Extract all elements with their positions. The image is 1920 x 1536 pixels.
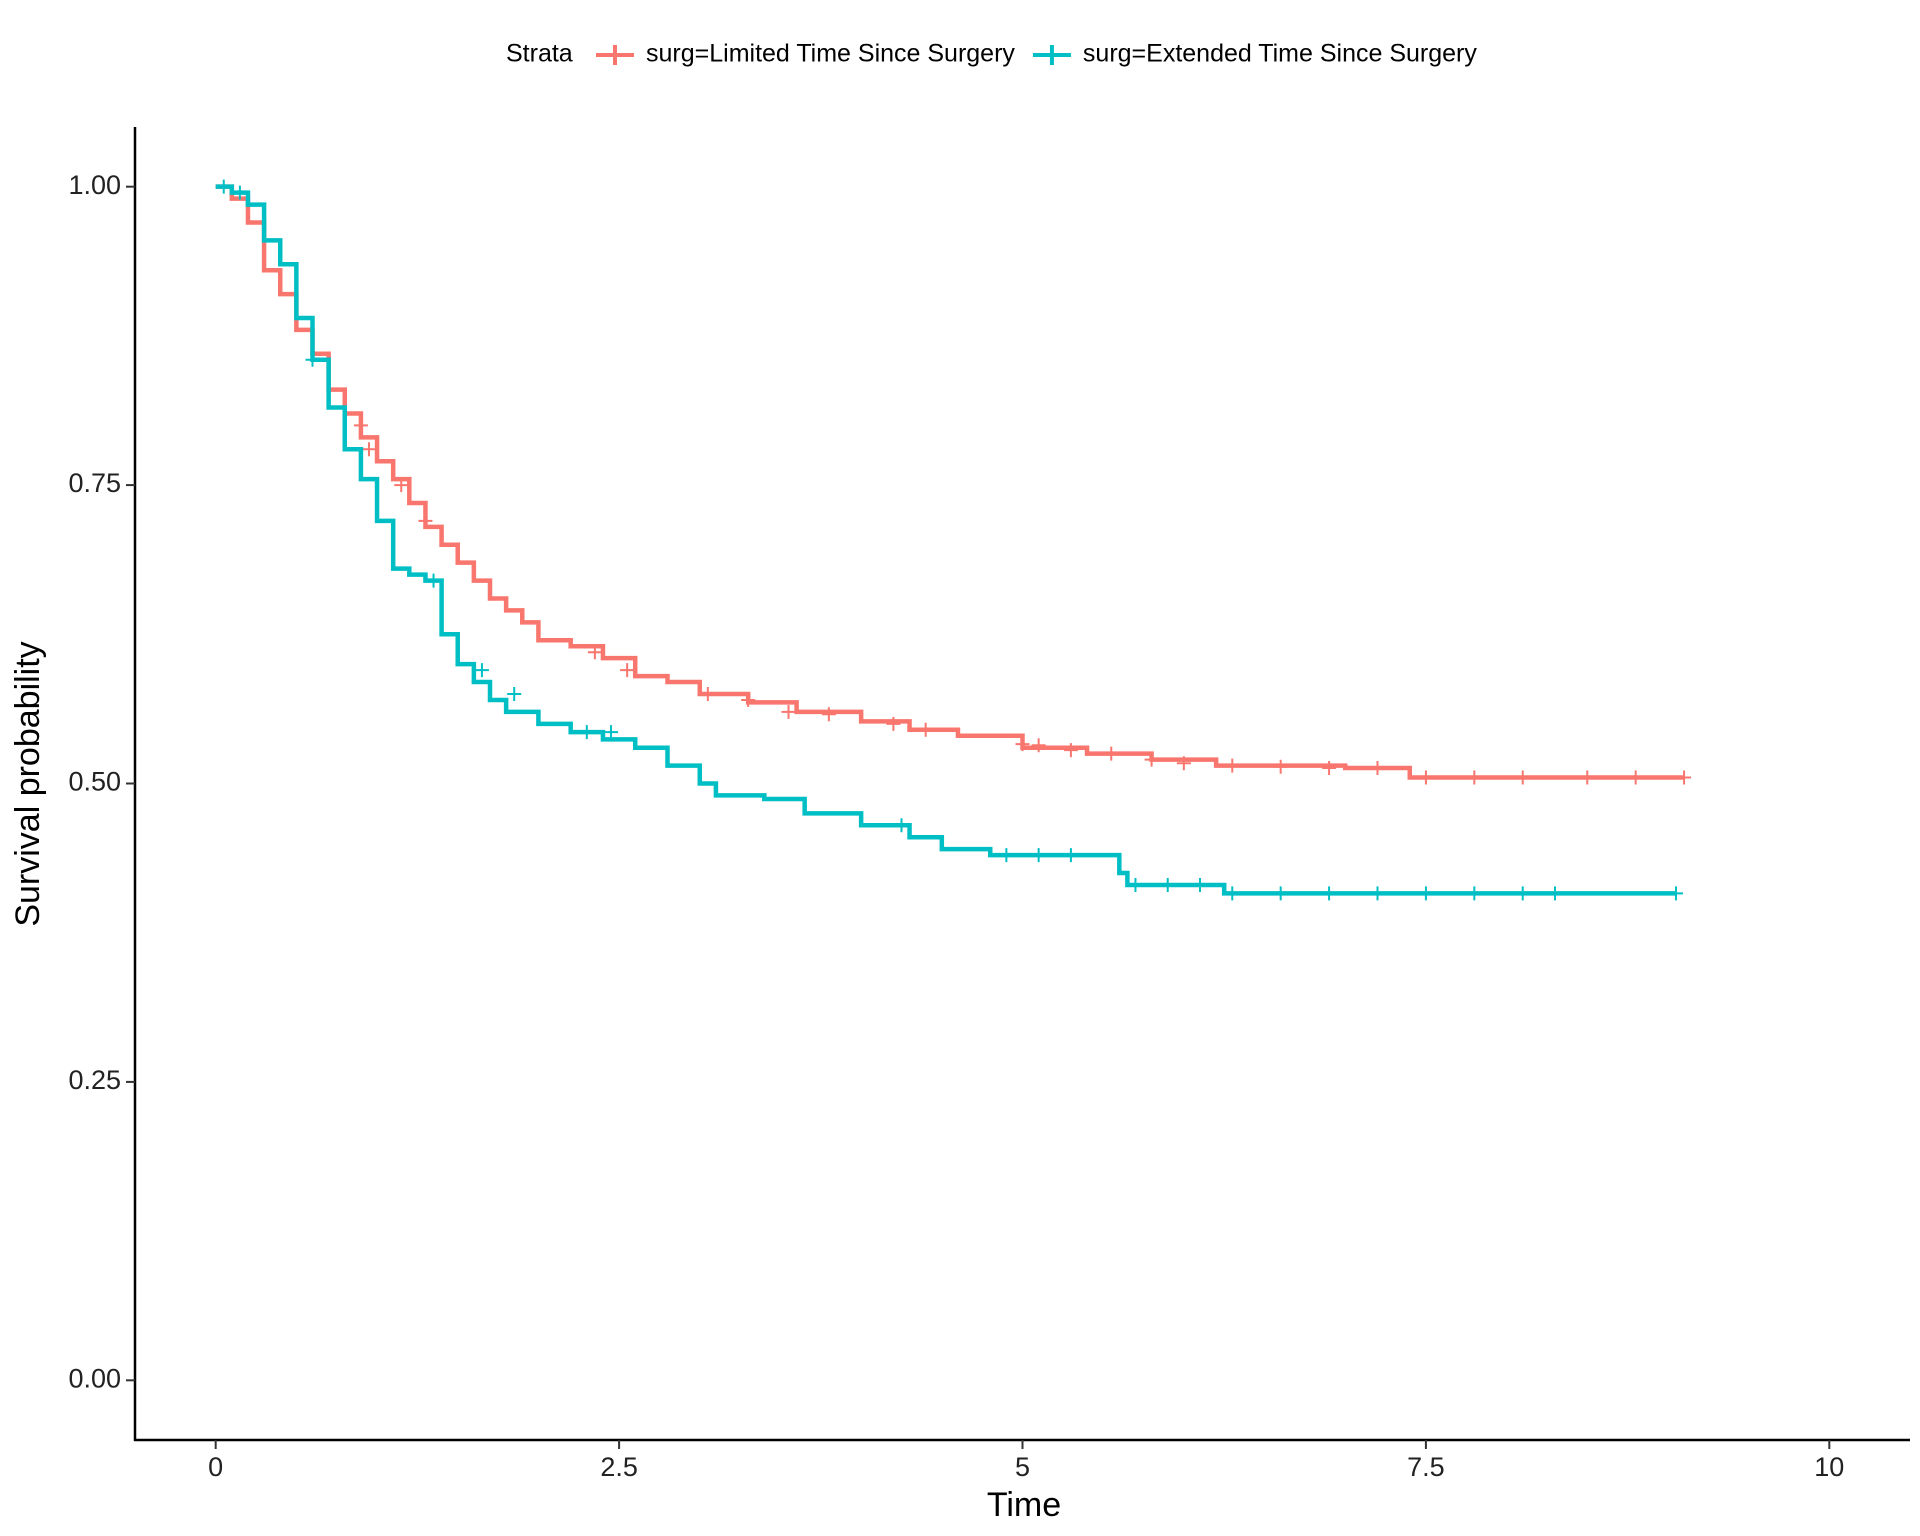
censor-mark bbox=[1144, 752, 1159, 767]
censor-mark bbox=[1548, 886, 1562, 901]
censor-mark bbox=[700, 686, 715, 701]
censor-mark bbox=[1515, 770, 1530, 785]
legend-title: Strata bbox=[506, 40, 573, 68]
censor-mark bbox=[1160, 877, 1175, 892]
x-tick-label: 0 bbox=[208, 1452, 223, 1482]
legend-label: surg=Limited Time Since Surgery bbox=[646, 40, 1015, 68]
censor-mark bbox=[1063, 743, 1078, 758]
censor-mark bbox=[1193, 877, 1207, 892]
censor-mark bbox=[587, 645, 602, 660]
censor-mark bbox=[1063, 848, 1078, 863]
censor-mark bbox=[1669, 886, 1684, 901]
censor-mark bbox=[361, 442, 376, 457]
censor-mark bbox=[1322, 760, 1337, 775]
censor-mark bbox=[1418, 886, 1433, 901]
censor-mark bbox=[1031, 738, 1046, 753]
censor-mark bbox=[999, 848, 1014, 863]
censor-mark bbox=[1370, 886, 1385, 901]
censor-mark bbox=[216, 179, 231, 194]
censor-mark bbox=[394, 478, 409, 493]
y-tick-label: 0.00 bbox=[68, 1363, 121, 1393]
censor-mark bbox=[1031, 848, 1046, 863]
y-tick-label: 0.50 bbox=[68, 767, 121, 797]
censor-mark bbox=[1677, 770, 1692, 785]
censor-mark bbox=[918, 722, 933, 737]
censor-mark bbox=[1176, 756, 1191, 771]
censor-mark bbox=[1322, 886, 1337, 901]
censor-mark bbox=[579, 725, 594, 740]
censor-mark bbox=[886, 716, 901, 731]
censor-mark bbox=[305, 352, 320, 367]
censor-mark bbox=[821, 707, 836, 722]
x-tick-label: 5 bbox=[1015, 1452, 1030, 1482]
censor-mark bbox=[426, 573, 441, 588]
x-tick-label: 7.5 bbox=[1407, 1452, 1445, 1482]
censor-mark bbox=[1128, 877, 1143, 892]
censor-mark bbox=[1015, 737, 1030, 752]
censor-mark bbox=[1104, 746, 1119, 761]
censor-mark bbox=[1273, 759, 1288, 774]
legend-key bbox=[596, 45, 634, 65]
censor-mark bbox=[1628, 770, 1643, 785]
censor-mark bbox=[1370, 760, 1385, 775]
censor-mark bbox=[604, 725, 619, 740]
censor-mark bbox=[1225, 758, 1240, 773]
y-tick-label: 0.75 bbox=[68, 468, 121, 498]
censor-mark bbox=[741, 692, 756, 707]
censor-mark bbox=[1515, 886, 1530, 901]
censor-mark bbox=[1273, 886, 1288, 901]
y-tick-label: 1.00 bbox=[68, 170, 121, 200]
y-tick-label: 0.25 bbox=[68, 1065, 121, 1095]
x-tick-label: 2.5 bbox=[600, 1452, 638, 1482]
survival-curve bbox=[215, 184, 1677, 896]
y-axis-title: Survival probability bbox=[9, 641, 47, 926]
censor-mark bbox=[1225, 886, 1240, 901]
legend-key bbox=[1032, 45, 1071, 65]
censor-mark bbox=[1418, 770, 1433, 785]
censor-mark bbox=[474, 663, 489, 678]
survival-curve bbox=[215, 184, 1685, 780]
censor-mark bbox=[1467, 770, 1482, 785]
x-axis-title: Time bbox=[987, 1486, 1061, 1524]
legend-label: surg=Extended Time Since Surgery bbox=[1083, 40, 1477, 68]
x-tick-label: 10 bbox=[1814, 1452, 1844, 1482]
censor-mark bbox=[894, 818, 909, 833]
censor-mark bbox=[232, 185, 247, 200]
censor-mark bbox=[353, 418, 368, 433]
censor-mark bbox=[507, 686, 522, 701]
censor-mark bbox=[620, 663, 635, 678]
censor-mark bbox=[1467, 886, 1482, 901]
censor-mark bbox=[781, 704, 796, 719]
censor-mark bbox=[1580, 770, 1595, 785]
censor-mark bbox=[418, 513, 433, 528]
